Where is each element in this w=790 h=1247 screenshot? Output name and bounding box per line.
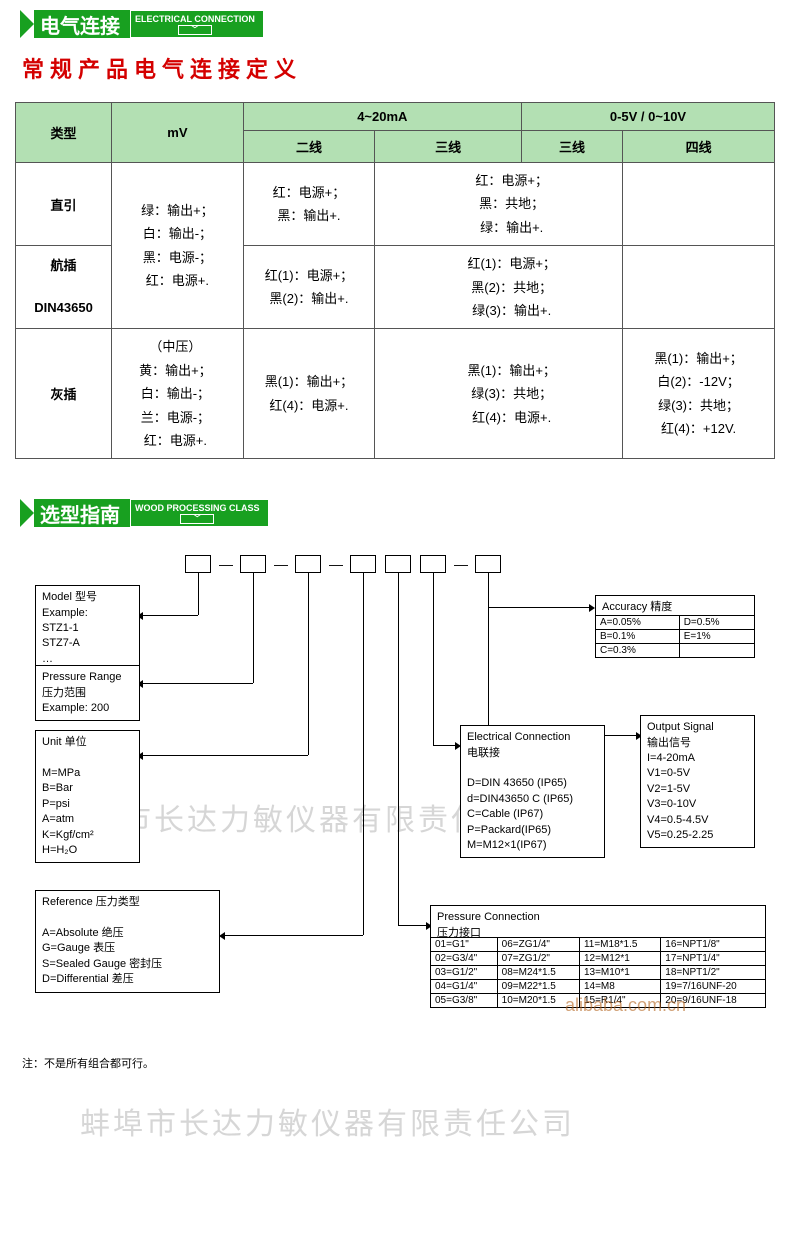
watermark-1: 蚌埠市长达力敏仪器有限责任公司 (80, 1099, 575, 1143)
code-slot-3 (295, 555, 321, 573)
col-v: 0-5V / 0~10V (521, 103, 774, 131)
acc-d: D=0.5% (679, 616, 754, 630)
code-slot-6 (420, 555, 446, 573)
row-grey: 灰插 (16, 329, 112, 459)
col-four: 四线 (623, 131, 775, 163)
col-type: 类型 (16, 103, 112, 163)
header-triangle-2 (20, 499, 34, 527)
pconn-table: 01=G1"06=ZG1/4"11=M18*1.516=NPT1/8" 02=G… (430, 937, 766, 1008)
header2-title-en-box: WOOD PROCESSING CLASS ﹀ (130, 499, 269, 527)
col-ma: 4~20mA (243, 103, 521, 131)
col-mv: mV (112, 103, 244, 163)
box-output: Output Signal 输出信号 I=4-20mA V1=0-5V V2=1… (640, 715, 755, 848)
row-direct: 直引 (16, 163, 112, 246)
cell-r1-v3: 红：电源+； 黑：共地； 绿：输出+. (375, 163, 623, 246)
accuracy-table: A=0.05%D=0.5% B=0.1%E=1% C=0.3% (595, 615, 755, 658)
section-header-selection: 选型指南 WOOD PROCESSING CLASS ﹀ (20, 499, 790, 527)
box-reference: Reference 压力类型 A=Absolute 绝压 G=Gauge 表压 … (35, 890, 220, 992)
connection-table: 类型 mV 4~20mA 0-5V / 0~10V 二线 三线 三线 四线 直引… (15, 102, 775, 459)
cell-r1-v4 (623, 163, 775, 246)
box-range: Pressure Range 压力范围 Example: 200 (35, 665, 140, 721)
col-three-a: 三线 (375, 131, 522, 163)
cell-r3-v3: 黑(1)：输出+； 绿(3)：共地； 红(4)：电源+. (375, 329, 623, 459)
box-econn: Electrical Connection 电联接 D=DIN 43650 (I… (460, 725, 605, 858)
chevron-down-icon-2: ﹀ (180, 514, 214, 524)
code-slot-2 (240, 555, 266, 573)
header-title-en-box: ELECTRICAL CONNECTION ﹀ (130, 10, 264, 38)
dash-3: — (329, 556, 343, 572)
code-slot-7 (475, 555, 501, 573)
header-title-en: ELECTRICAL CONNECTION (135, 14, 255, 24)
dash-1: — (219, 556, 233, 572)
acc-b: B=0.1% (596, 630, 680, 644)
box-model: Model 型号 Example: STZ1-1 STZ7-A … (35, 585, 140, 672)
dash-2: — (274, 556, 288, 572)
header-triangle (20, 10, 34, 38)
chevron-down-icon: ﹀ (178, 25, 212, 35)
dash-4: — (454, 556, 468, 572)
cell-r2-v4 (623, 246, 775, 329)
cell-mv-mid: （中压） 黄：输出+； 白：输出-； 兰：电源-； 红：电源+. (112, 329, 244, 459)
page-subtitle: 常规产品电气连接定义 (22, 52, 790, 84)
acc-c: C=0.3% (596, 644, 680, 658)
cell-r2-ma2: 红(1)：电源+； 黑(2)：输出+. (243, 246, 375, 329)
cell-r1-ma2: 红：电源+； 黑：输出+. (243, 163, 375, 246)
acc-a: A=0.05% (596, 616, 680, 630)
code-slot-4 (350, 555, 376, 573)
section-header-electrical: 电气连接 ELECTRICAL CONNECTION ﹀ (20, 10, 790, 38)
cell-r3-v4: 黑(1)：输出+； 白(2)：-12V； 绿(3)：共地； 红(4)：+12V. (623, 329, 775, 459)
row-din: 航插 DIN43650 (16, 246, 112, 329)
header2-title-zh: 选型指南 (34, 499, 130, 527)
col-three-b: 三线 (521, 131, 622, 163)
header2-title-en: WOOD PROCESSING CLASS (135, 503, 260, 513)
cell-mv-common: 绿：输出+； 白：输出-； 黑：电源-； 红：电源+. (112, 163, 244, 329)
cell-r2-v3: 红(1)：电源+； 黑(2)：共地； 绿(3)：输出+. (375, 246, 623, 329)
header-title-zh: 电气连接 (34, 10, 130, 38)
code-slot-5 (385, 555, 411, 573)
acc-e: E=1% (679, 630, 754, 644)
acc-blank (679, 644, 754, 658)
box-unit: Unit 单位 M=MPa B=Bar P=psi A=atm K=Kgf/cm… (35, 730, 140, 863)
cell-r3-ma2: 黑(1)：输出+； 红(4)：电源+. (243, 329, 375, 459)
code-slot-1 (185, 555, 211, 573)
col-two: 二线 (243, 131, 375, 163)
footnote: 注：不是所有组合都可行。 (22, 1055, 790, 1071)
selection-diagram: 蚌埠市长达力敏仪器有限责任公… — — — — Model 型号 Example… (15, 535, 775, 1035)
